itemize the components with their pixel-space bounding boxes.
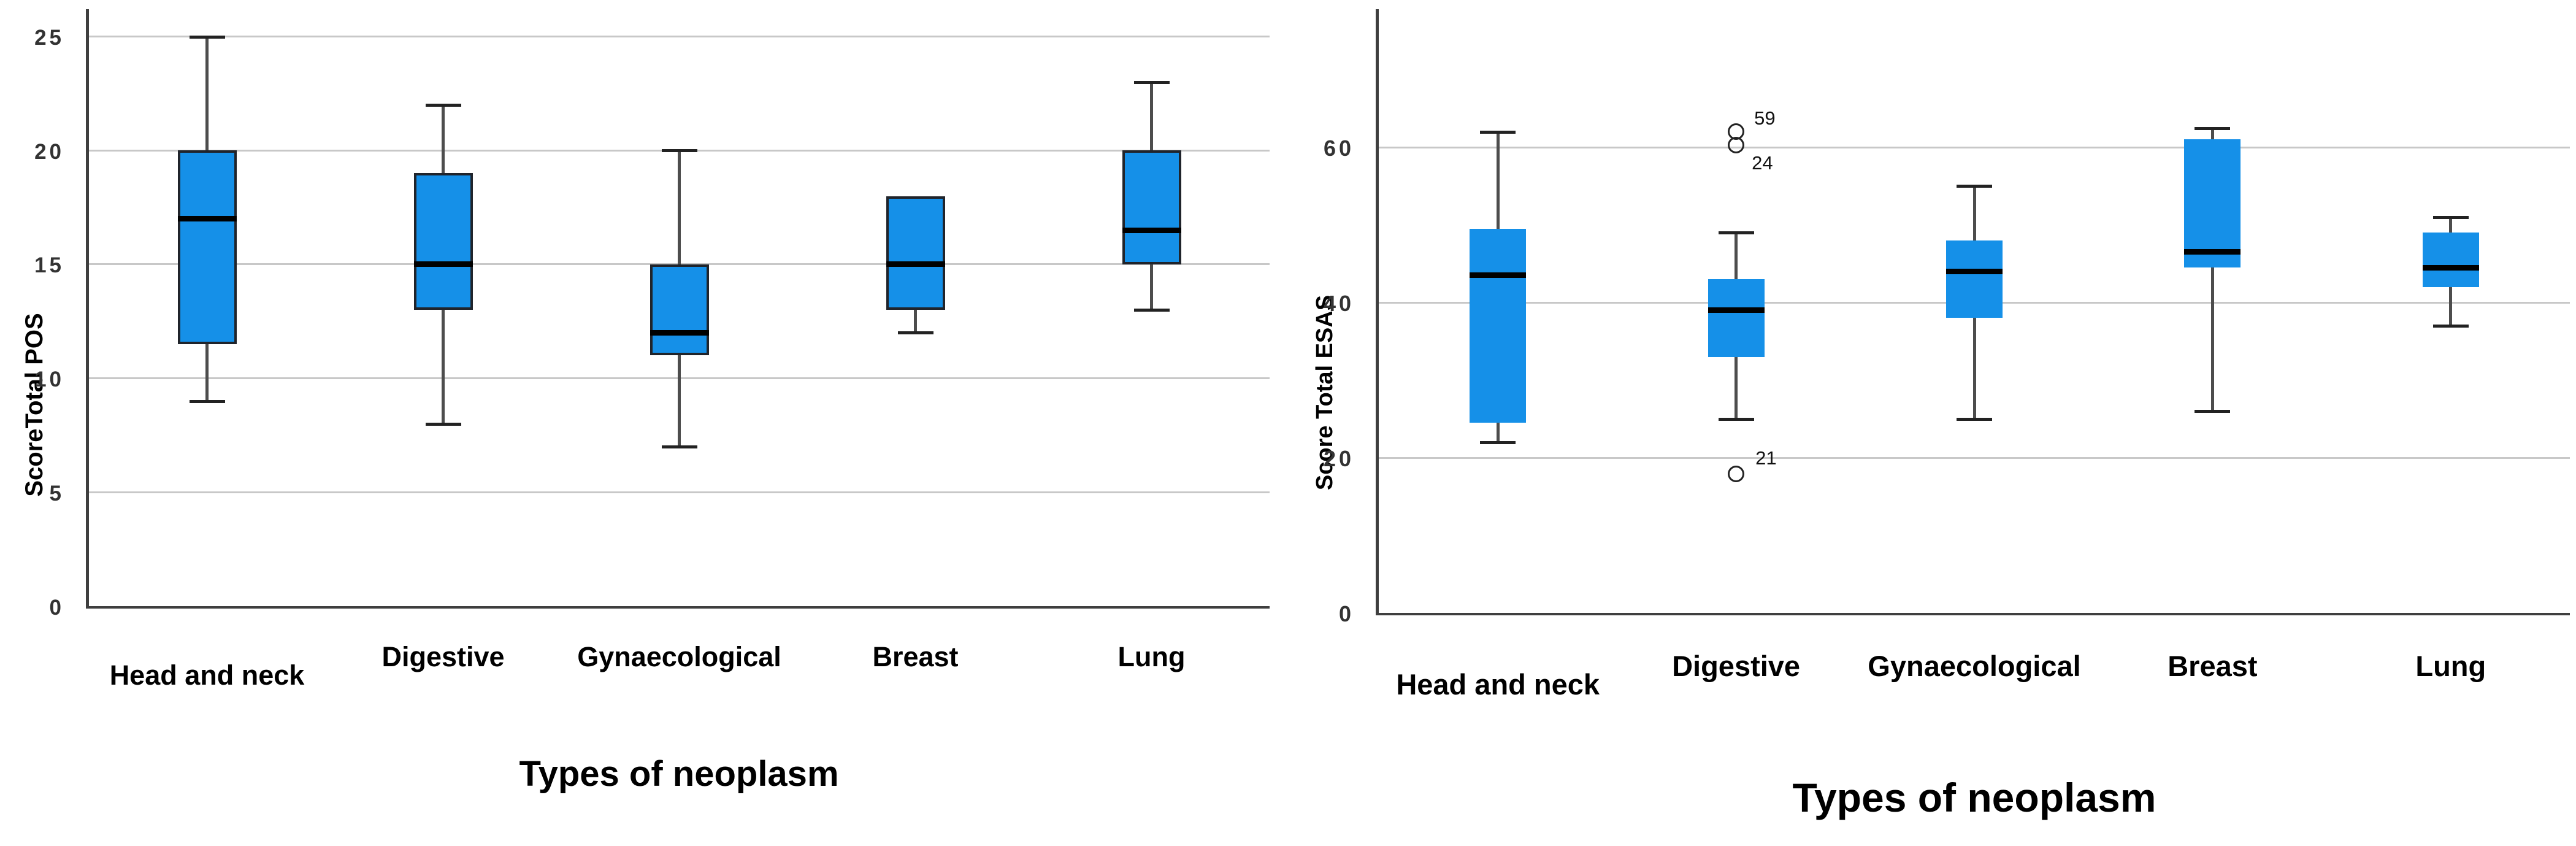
box bbox=[1122, 150, 1181, 264]
x-category-label: Gynaecological bbox=[1868, 650, 2081, 682]
median-line bbox=[177, 216, 237, 222]
gridline bbox=[1379, 146, 2570, 148]
x-axis-line bbox=[1376, 613, 2570, 615]
whisker-cap-lower bbox=[1133, 309, 1170, 312]
median-line bbox=[886, 261, 945, 267]
box bbox=[177, 150, 237, 344]
x-category-label: Head and neck bbox=[1396, 668, 1600, 701]
y-tick-label: 20 bbox=[1323, 446, 1354, 472]
whisker-upper bbox=[2449, 217, 2453, 233]
whisker-upper bbox=[1972, 186, 1976, 240]
outlier-label: 24 bbox=[1752, 152, 1773, 174]
y-axis-label-pos: ScoreTotal POS bbox=[21, 313, 48, 497]
y-axis-line bbox=[1376, 9, 1379, 615]
gridline bbox=[89, 36, 1270, 38]
whisker-cap-lower bbox=[1718, 417, 1754, 421]
whisker-cap-upper bbox=[1718, 231, 1754, 235]
y-tick-label: 0 bbox=[49, 595, 64, 620]
whisker-upper bbox=[2210, 128, 2214, 140]
box bbox=[413, 173, 473, 310]
x-category-label: Lung bbox=[1117, 641, 1186, 672]
whisker-upper bbox=[1496, 131, 1500, 229]
median-line bbox=[413, 261, 473, 267]
median-line bbox=[2422, 264, 2479, 271]
x-category-label: Breast bbox=[2168, 650, 2258, 682]
whisker-cap-upper bbox=[425, 103, 461, 107]
box bbox=[2184, 139, 2241, 268]
whisker-cap-lower bbox=[1480, 440, 1516, 444]
whisker-cap-lower bbox=[189, 399, 225, 403]
whisker-lower bbox=[2449, 286, 2453, 326]
whisker-cap-upper bbox=[1480, 130, 1516, 134]
gridline bbox=[89, 491, 1270, 493]
outlier-circle bbox=[1728, 136, 1745, 153]
box bbox=[1470, 228, 1527, 423]
y-tick-label: 40 bbox=[1323, 291, 1354, 317]
whisker-upper bbox=[678, 150, 681, 264]
whisker-lower bbox=[205, 344, 209, 401]
y-tick-label: 10 bbox=[34, 367, 64, 392]
x-axis-title-esas: Types of neoplasm bbox=[1792, 775, 2156, 820]
median-line bbox=[2184, 249, 2241, 255]
median-line bbox=[1946, 268, 2003, 274]
whisker-cap-upper bbox=[661, 149, 697, 153]
whisker-cap-upper bbox=[1133, 80, 1170, 84]
whisker-lower bbox=[678, 355, 681, 447]
box bbox=[1708, 279, 1765, 357]
outlier-label: 59 bbox=[1754, 107, 1776, 129]
y-tick-label: 20 bbox=[34, 139, 64, 164]
y-tick-label: 5 bbox=[49, 481, 64, 506]
whisker-lower bbox=[1735, 356, 1738, 419]
x-axis-line bbox=[86, 606, 1270, 609]
whisker-lower bbox=[2210, 267, 2214, 412]
outlier-circle bbox=[1728, 466, 1745, 483]
y-tick-label: 15 bbox=[34, 253, 64, 278]
x-category-label: Breast bbox=[872, 641, 959, 672]
whisker-cap-upper bbox=[2432, 215, 2469, 219]
x-category-label: Digestive bbox=[1672, 650, 1801, 682]
box bbox=[650, 264, 709, 356]
whisker-cap-upper bbox=[189, 35, 225, 39]
box bbox=[2422, 233, 2479, 287]
x-category-label: Gynaecological bbox=[577, 641, 781, 672]
box bbox=[886, 196, 945, 310]
y-tick-label: 60 bbox=[1323, 136, 1354, 161]
x-category-label: Head and neck bbox=[109, 659, 305, 691]
whisker-lower bbox=[914, 310, 917, 333]
whisker-cap-lower bbox=[425, 422, 461, 426]
whisker-cap-upper bbox=[1957, 185, 1992, 188]
median-line bbox=[1470, 272, 1527, 279]
whisker-lower bbox=[1150, 264, 1153, 310]
y-tick-label: 25 bbox=[34, 26, 64, 50]
whisker-lower bbox=[1496, 423, 1500, 442]
whisker-upper bbox=[1150, 82, 1153, 151]
y-axis-line bbox=[86, 9, 89, 609]
y-tick-label: 0 bbox=[1338, 601, 1354, 626]
x-category-label: Lung bbox=[2415, 650, 2486, 682]
whisker-upper bbox=[205, 36, 209, 151]
whisker-cap-lower bbox=[1957, 417, 1992, 421]
median-line bbox=[650, 329, 709, 336]
whisker-cap-lower bbox=[2195, 410, 2231, 413]
whisker-lower bbox=[442, 310, 445, 424]
whisker-lower bbox=[1972, 318, 1976, 419]
whisker-cap-lower bbox=[897, 331, 933, 335]
outlier-label: 21 bbox=[1755, 447, 1777, 469]
x-category-label: Digestive bbox=[381, 641, 505, 672]
whisker-cap-lower bbox=[2432, 325, 2469, 328]
median-line bbox=[1708, 307, 1765, 313]
gridline bbox=[1379, 456, 2570, 459]
whisker-upper bbox=[1735, 233, 1738, 280]
median-line bbox=[1122, 227, 1181, 233]
box bbox=[1946, 240, 2003, 318]
whisker-cap-lower bbox=[661, 445, 697, 449]
whisker-cap-upper bbox=[2195, 126, 2231, 130]
x-axis-title-pos: Types of neoplasm bbox=[519, 754, 839, 794]
whisker-upper bbox=[442, 104, 445, 174]
